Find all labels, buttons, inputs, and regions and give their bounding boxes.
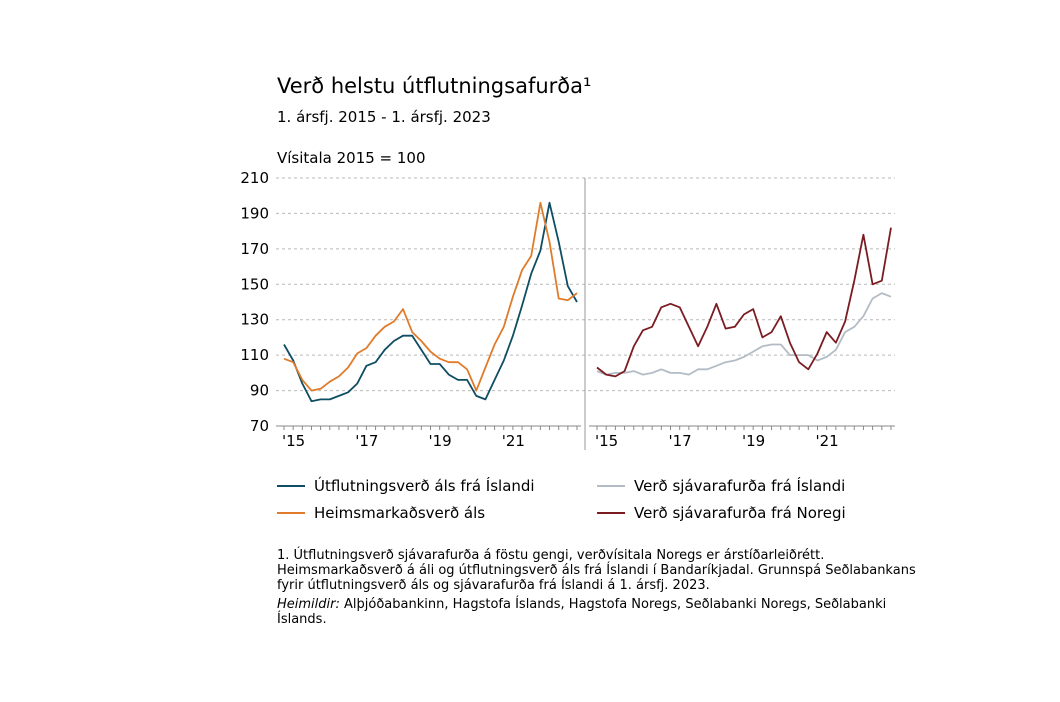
chart-subtitle: 1. ársfj. 2015 - 1. ársfj. 2023 — [277, 108, 491, 126]
legend-label-seafood-norway: Verð sjávarafurða frá Noregi — [634, 504, 846, 522]
y-tick-label: 70 — [250, 417, 269, 435]
sources-text: Alþjóðabankinn, Hagstofa Íslands, Hagsto… — [277, 597, 887, 627]
chart-title: Verð helstu útflutningsafurða¹ — [277, 74, 592, 98]
series-line-1-0 — [596, 292, 892, 376]
y-tick-label: 190 — [240, 204, 269, 222]
legend-swatch-seafood-iceland — [597, 485, 625, 487]
sources: Heimildir: Alþjóðabankinn, Hagstofa Ísla… — [277, 597, 917, 627]
y-tick-label: 130 — [240, 311, 269, 329]
x-tick-label: '19 — [429, 432, 452, 450]
y-axis-unit-label: Vísitala 2015 = 100 — [277, 149, 426, 167]
legend-item-seafood-iceland: Verð sjávarafurða frá Íslandi — [597, 477, 845, 495]
legend-item-aluminium-iceland: Útflutningsverð áls frá Íslandi — [277, 477, 535, 495]
x-tick-label: '17 — [669, 432, 692, 450]
y-tick-label: 150 — [240, 275, 269, 293]
y-tick-label: 170 — [240, 240, 269, 258]
series-line-0-0 — [283, 201, 578, 403]
legend-label-aluminium-iceland: Útflutningsverð áls frá Íslandi — [314, 477, 535, 495]
sources-label: Heimildir: — [277, 597, 340, 612]
legend-swatch-aluminium-world — [277, 512, 305, 514]
footnote: 1. Útflutningsverð sjávarafurða á föstu … — [277, 548, 917, 627]
legend-swatch-seafood-norway — [597, 512, 625, 514]
legend-label-seafood-iceland: Verð sjávarafurða frá Íslandi — [634, 477, 846, 495]
series-line-0-1 — [283, 201, 578, 392]
legend-swatch-aluminium-iceland — [277, 485, 305, 487]
legend-item-seafood-norway: Verð sjávarafurða frá Noregi — [597, 504, 846, 522]
y-tick-label: 90 — [250, 382, 269, 400]
y-tick-label: 110 — [240, 346, 269, 364]
x-tick-label: '21 — [502, 432, 525, 450]
x-tick-label: '19 — [742, 432, 765, 450]
legend-item-aluminium-world: Heimsmarkaðsverð áls — [277, 504, 485, 522]
x-tick-label: '21 — [816, 432, 839, 450]
x-tick-label: '17 — [355, 432, 378, 450]
series-line-1-1 — [596, 227, 892, 378]
legend-label-aluminium-world: Heimsmarkaðsverð áls — [314, 504, 486, 522]
footnote-text: 1. Útflutningsverð sjávarafurða á föstu … — [277, 548, 916, 593]
x-tick-label: '15 — [282, 432, 305, 450]
x-tick-label: '15 — [595, 432, 618, 450]
y-tick-label: 210 — [240, 169, 269, 187]
